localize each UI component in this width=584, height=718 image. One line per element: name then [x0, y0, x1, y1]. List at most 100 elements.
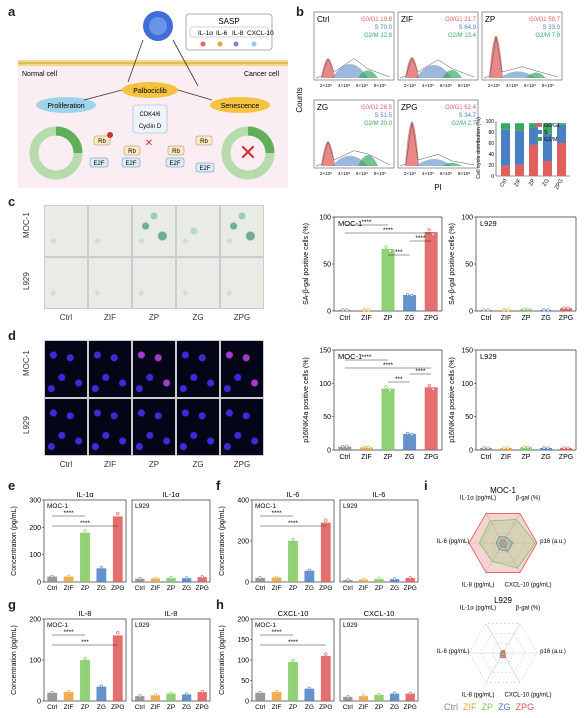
y-axis-label: p16INK4a positive cells (%)	[303, 357, 310, 443]
sasp-dot-3	[251, 41, 257, 47]
data-point	[393, 577, 397, 581]
x-tick-label: Ctrl	[481, 315, 492, 322]
flow-sample-name: ZP	[485, 15, 495, 24]
cycle-bar-ZG-G2/M	[543, 123, 552, 134]
micrograph-MOC-1-ZP	[132, 205, 176, 257]
data-point	[408, 576, 412, 580]
bar-ZIF	[500, 448, 512, 450]
y-tick-label: 200	[29, 525, 41, 532]
chart-g-il8: Concentration (pg/mL) IL-8 MOC-1 0 100 200 Ctr…	[11, 609, 211, 711]
bar-Ctrl	[338, 310, 352, 311]
bar-ZIF	[359, 310, 373, 311]
x-tick-label: ZG	[305, 704, 314, 711]
data-point	[99, 684, 103, 688]
bar-ZPG	[112, 516, 123, 582]
data-point	[138, 694, 142, 698]
cycle-legend-swatch	[536, 123, 542, 127]
data-point	[377, 577, 381, 581]
bar-ZPG	[320, 522, 331, 582]
bar-ZG	[540, 448, 552, 450]
radar-axis-label: IL-6 (pg/mL)	[437, 539, 470, 545]
rb-label-2: Rb	[128, 149, 136, 155]
y-tick-label: 200	[237, 617, 249, 624]
chart-title: L929	[480, 219, 497, 228]
y-tick-label: 0	[469, 309, 473, 316]
cycle-bar-ZPG-G2/M	[557, 123, 566, 125]
bar-ZPG	[405, 577, 415, 582]
data-point	[307, 568, 311, 572]
normal-cell-label: Normal cell	[22, 71, 57, 78]
chart-title: IL-1α	[76, 490, 94, 499]
data-point	[362, 308, 367, 312]
bar-Ctrl	[135, 696, 145, 701]
data-point	[384, 385, 388, 389]
y-axis-label: Concentration (pg/mL)	[219, 506, 226, 576]
cycle-bar-ZPG-S	[557, 124, 566, 143]
micro-col-label: ZP	[148, 313, 160, 322]
data-point	[50, 690, 54, 695]
data-point	[258, 690, 262, 695]
bar-Ctrl	[135, 578, 145, 582]
y-tick-label: 50	[241, 678, 249, 685]
bar-ZP	[381, 248, 395, 311]
y-tick-label: 100	[319, 381, 331, 388]
chart-c-l929: 0 50 100 SA-β-gal positive cells (%) L929 Ctr…	[449, 215, 577, 322]
data-point	[341, 444, 345, 449]
data-point	[482, 308, 486, 312]
y-axis-label: Concentration (pg/mL)	[11, 506, 18, 576]
data-point	[366, 308, 370, 312]
data-point	[542, 446, 546, 450]
radar-axis-label: CXCL-10 (pg/mL)	[504, 692, 551, 698]
sasp-item-1: IL-6	[216, 30, 228, 37]
flow-sample-name: ZPG	[401, 103, 417, 112]
flow-g2m-label: G2/M 20.0	[364, 121, 393, 127]
x-tick-label: ZP	[375, 585, 383, 592]
chart-title: MOC-1	[338, 219, 362, 228]
y-axis-label: Concentration (pg/mL)	[219, 625, 226, 695]
flow-tick-label: 4×10⁶	[506, 83, 518, 88]
x-tick-label: ZP	[81, 704, 89, 711]
micrograph-L929-Ctrl	[44, 398, 88, 456]
micrograph-MOC-1-Ctrl	[44, 205, 88, 257]
bar-ZPG	[424, 387, 438, 450]
radar-axis-label: p16 (a.u.)	[540, 649, 566, 655]
cdk-label: CDK4/6	[139, 112, 161, 118]
data-point	[324, 652, 328, 656]
cycle-legend-swatch	[536, 137, 542, 141]
bar-ZPG	[560, 448, 572, 450]
chart-title: IL-6	[373, 490, 386, 499]
flow-axis-y: Counts	[296, 87, 304, 112]
cycle-bar-Ctrl-S	[501, 129, 510, 166]
panel-label-h: h	[216, 597, 224, 612]
micro-row-label: L929	[22, 416, 31, 434]
flow-g0g1-label: G0/G1 21.7	[445, 17, 477, 23]
y-tick-label: 100	[461, 381, 473, 388]
bar-ZIF	[63, 576, 74, 582]
flow-tick-label: 2×10⁶	[320, 171, 332, 176]
bar-ZPG	[560, 308, 572, 311]
cycle-ytick: 60	[488, 141, 494, 147]
flow-tick-label: 6×10⁶	[524, 83, 536, 88]
chart-title: CXCL-10	[364, 609, 395, 618]
sasp-item-0: IL-1α	[198, 30, 213, 37]
bar-ZG	[181, 694, 192, 701]
sasp-box	[185, 13, 273, 51]
y-tick-label: 300	[29, 498, 41, 505]
micrograph-MOC-1-ZP	[132, 340, 176, 398]
cyclin-label: Cyclin D	[139, 124, 162, 130]
radar-series-Ctrl	[499, 539, 507, 548]
cycle-bar-ZG-S	[543, 133, 552, 161]
flow-g0g1-peak	[405, 121, 419, 166]
x-tick-label: ZP	[375, 704, 383, 711]
y-tick-label: 100	[29, 552, 41, 559]
cancer-cell-label: Cancer cell	[244, 71, 279, 78]
radar-title: L929	[494, 596, 512, 605]
x-tick-label: ZIF	[501, 454, 512, 461]
cycle-ytick: 80	[488, 130, 494, 136]
series-label: MOC-1	[47, 622, 68, 629]
micrograph-MOC-1-ZG	[176, 205, 220, 257]
radar-series-ZG	[495, 536, 514, 552]
flow-tick-label: 4×10⁶	[338, 83, 350, 88]
flow-s-hump	[500, 71, 536, 78]
sig-label: ****	[64, 510, 75, 517]
